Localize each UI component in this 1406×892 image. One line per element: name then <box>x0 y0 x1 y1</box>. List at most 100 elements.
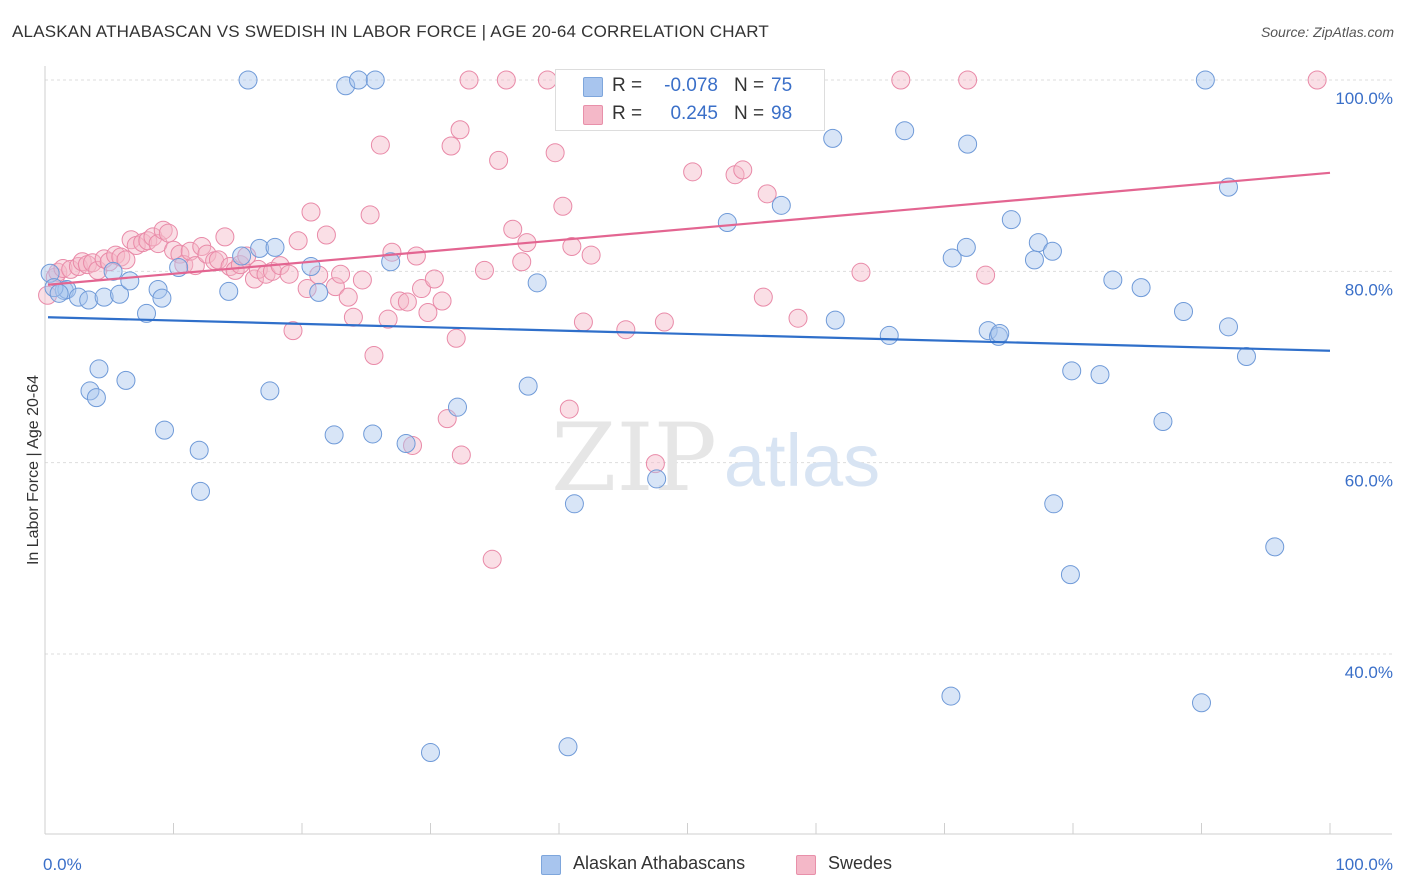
swede-point <box>116 250 136 270</box>
athabascan-point <box>365 70 385 90</box>
athabascan-point <box>1090 365 1110 385</box>
athabascan-point <box>558 737 578 757</box>
source-note: Source: ZipAtlas.com <box>1260 24 1394 40</box>
athabascan-point <box>1218 317 1238 337</box>
athabascan-point <box>942 248 962 268</box>
chart-title: ALASKAN ATHABASCAN VS SWEDISH IN LABOR F… <box>12 22 770 41</box>
athabascan-point <box>823 128 843 148</box>
legend-label-swedes: Swedes <box>828 853 893 873</box>
athabascan-point <box>1042 241 1062 261</box>
athabascan-point <box>1044 494 1064 514</box>
athabascan-point <box>1192 693 1211 713</box>
athabascan-point <box>879 325 899 345</box>
swede-point <box>215 227 235 247</box>
swede-point <box>424 269 444 289</box>
athabascan-point <box>79 290 99 310</box>
legend-n-value: 98 <box>771 103 793 124</box>
swede-point <box>185 256 205 276</box>
swede-point <box>459 70 479 90</box>
athabascan-point <box>116 370 136 390</box>
legend-n-value: 75 <box>771 75 793 96</box>
swede-point <box>301 202 321 222</box>
x-tick-label: 100.0% <box>1335 855 1393 874</box>
legend-r-value: -0.078 <box>664 75 718 96</box>
athabascan-point <box>137 303 157 323</box>
athabascan-point <box>324 425 344 445</box>
swede-point <box>197 244 217 264</box>
athabascan-point <box>990 324 1010 344</box>
athabascan-point <box>232 246 252 266</box>
swede-point <box>225 260 245 280</box>
athabascan-point <box>190 481 210 501</box>
athabascan-point <box>1265 537 1285 557</box>
athabascan-point <box>1236 346 1256 366</box>
legend-row-athabascan: R = -0.078 N = 75 <box>556 72 824 100</box>
legend-swatch-pink <box>796 855 816 875</box>
athabascan-point <box>189 440 209 460</box>
swede-point <box>496 70 516 90</box>
swede-point <box>343 307 363 327</box>
swede-point <box>370 135 390 155</box>
athabascan-point <box>895 121 915 141</box>
athabascan-point <box>381 252 401 272</box>
athabascan-point <box>94 287 114 307</box>
athabascan-point <box>396 434 416 454</box>
swede-point <box>562 236 582 256</box>
y-tick-label: 80.0% <box>1345 280 1393 299</box>
swede-point <box>446 328 466 348</box>
swede-point <box>559 399 579 419</box>
athabascan-point <box>941 686 961 706</box>
swede-point <box>1307 70 1327 90</box>
swede-point <box>382 242 402 262</box>
swede-point <box>512 252 532 272</box>
swede-point <box>450 120 470 140</box>
swede-trend-line <box>47 171 1331 286</box>
athabascan-point <box>1028 233 1048 253</box>
legend-r-label: R = <box>612 103 643 124</box>
athabascan-point <box>527 273 547 293</box>
athabascan-point <box>421 743 440 763</box>
trend-lines <box>47 171 1331 352</box>
swede-point <box>654 312 674 332</box>
athabascan-point <box>978 321 998 341</box>
athabascan-point <box>40 263 60 283</box>
swede-point <box>378 309 398 329</box>
swede-point <box>331 264 351 284</box>
axes <box>44 66 1392 835</box>
swede-point <box>360 205 380 225</box>
swede-point <box>432 291 452 311</box>
athabascan-point <box>86 388 106 408</box>
x-tick-label: 0.0% <box>43 855 82 874</box>
swede-point <box>121 230 141 250</box>
swede-point <box>364 346 384 366</box>
athabascan-point <box>110 284 130 304</box>
swede-point <box>158 223 178 243</box>
athabascan-point <box>1153 412 1173 432</box>
athabascan-point <box>260 381 280 401</box>
watermark-atlas: atlas <box>724 419 880 502</box>
watermark: ZIP atlas <box>551 404 880 513</box>
swede-point <box>390 291 410 311</box>
y-tick-label: 40.0% <box>1345 663 1393 682</box>
athabascan-point <box>1131 278 1151 298</box>
swede-point <box>581 245 601 265</box>
athabascan-point <box>447 397 467 417</box>
swede-point <box>279 264 299 284</box>
swede-point <box>645 454 665 474</box>
swede-point <box>891 70 911 90</box>
legend-swatch-blue <box>583 77 603 97</box>
swede-point <box>474 260 494 280</box>
y-tick-label: 100.0% <box>1335 89 1393 108</box>
swede-point <box>482 549 502 569</box>
swede-point <box>573 312 593 332</box>
swede-point <box>788 308 808 328</box>
watermark-zip: ZIP <box>551 404 717 513</box>
swede-point <box>545 143 565 163</box>
athabascan-point <box>1024 250 1044 270</box>
athabascan-point <box>309 282 329 302</box>
swede-point <box>958 70 978 90</box>
swede-point <box>325 277 345 297</box>
swede-point <box>406 246 426 266</box>
athabascan-point <box>717 213 737 233</box>
